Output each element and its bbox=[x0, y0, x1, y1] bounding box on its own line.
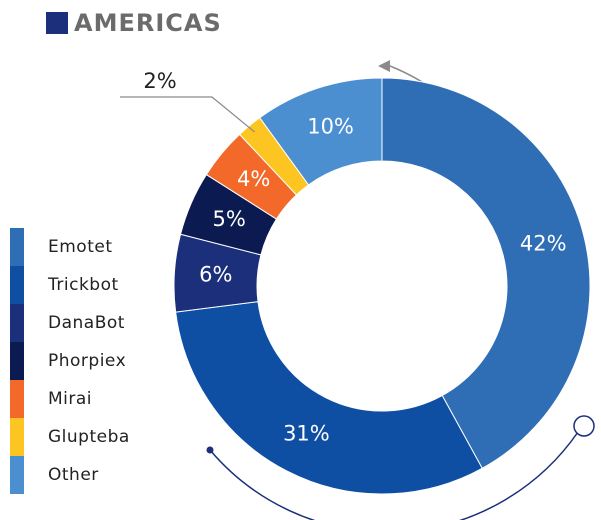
donut-slice bbox=[381, 77, 591, 469]
chart-title: AMERICAS bbox=[74, 9, 222, 37]
legend-swatch bbox=[10, 228, 24, 266]
legend-text: Phorpiex bbox=[48, 351, 126, 371]
legend-swatch bbox=[10, 380, 24, 418]
legend-text: Mirai bbox=[48, 389, 92, 409]
legend-text: Emotet bbox=[48, 237, 113, 257]
donut-slice bbox=[259, 77, 383, 186]
legend-swatch bbox=[10, 342, 24, 380]
slice-label: 42% bbox=[520, 232, 567, 256]
legend-text: Other bbox=[48, 465, 99, 485]
leader-line bbox=[120, 96, 255, 133]
decor-circle bbox=[573, 415, 595, 437]
decor-dot bbox=[206, 446, 214, 454]
legend-swatch bbox=[10, 456, 24, 494]
legend-swatch bbox=[10, 418, 24, 456]
legend-text: Trickbot bbox=[47, 275, 119, 295]
decor-arc bbox=[209, 431, 579, 520]
title-icon bbox=[46, 12, 68, 34]
slice-label: 6% bbox=[199, 263, 232, 287]
donut-slice bbox=[175, 301, 483, 495]
slice-label: 4% bbox=[237, 167, 270, 191]
legend-swatch bbox=[10, 304, 24, 342]
slice-label: 5% bbox=[213, 207, 246, 231]
legend-text: Glupteba bbox=[48, 427, 130, 447]
legend-text: DanaBot bbox=[48, 313, 125, 333]
slice-label: 31% bbox=[283, 421, 330, 445]
decor-arrow bbox=[378, 60, 390, 72]
legend-swatch bbox=[10, 266, 24, 304]
slice-label: 2% bbox=[143, 69, 176, 93]
slice-label: 10% bbox=[307, 115, 354, 139]
